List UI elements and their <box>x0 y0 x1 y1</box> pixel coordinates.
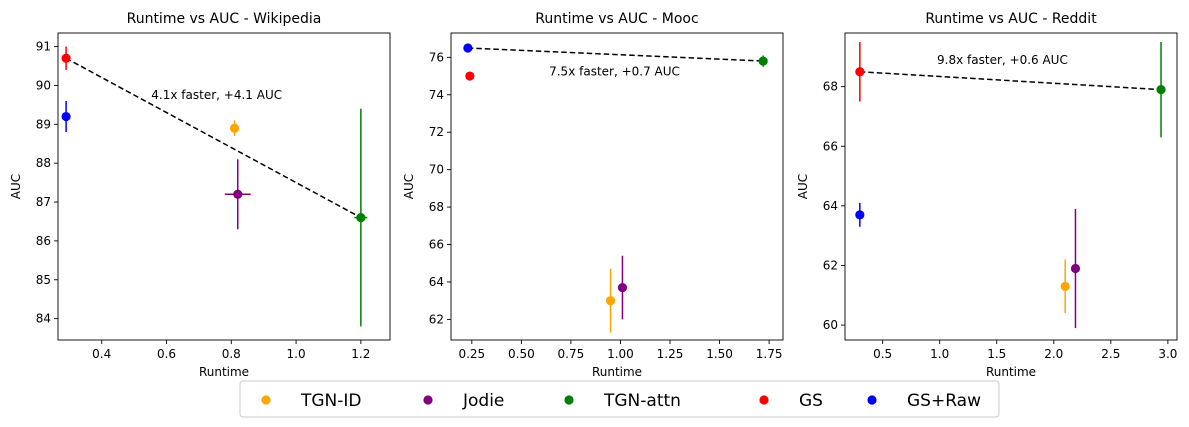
y-tick-label: 62 <box>429 312 444 326</box>
chart-title: Runtime vs AUC - Reddit <box>925 11 1097 27</box>
x-tick-label: 1.00 <box>607 347 634 361</box>
chart-panels: Runtime vs AUC - Wikipedia 0.4 0.6 0.8 1.0 1.… <box>9 11 1178 379</box>
chart-title: Runtime vs AUC - Wikipedia <box>127 11 322 27</box>
y-tick-label: 66 <box>823 139 838 153</box>
x-tick-label: 0.75 <box>558 347 585 361</box>
y-tick-label: 89 <box>36 117 51 131</box>
y-tick-label: 76 <box>429 50 444 64</box>
legend-label-jodie: Jodie <box>462 391 504 411</box>
x-tick-label: 1.75 <box>756 347 783 361</box>
y-tick-label: 62 <box>823 258 838 272</box>
x-tick-label: 1.5 <box>987 347 1006 361</box>
legend-marker-tgn-attn <box>564 395 574 405</box>
x-tick-label: 2.5 <box>1101 347 1120 361</box>
data-point-tgn-attn <box>356 212 366 223</box>
x-axis-label: Runtime <box>199 365 249 379</box>
y-tick-label: 88 <box>36 156 51 170</box>
x-tick-label: 1.0 <box>930 347 949 361</box>
y-tick-label: 72 <box>429 125 444 139</box>
annotation: 9.8x faster, +0.6 AUC <box>937 53 1068 67</box>
x-tick-label: 0.5 <box>873 347 892 361</box>
legend-marker-tgn-id <box>261 395 271 405</box>
y-tick-label: 91 <box>36 40 51 54</box>
data-point-tgn-id <box>1060 281 1070 291</box>
x-tick-label: 2.0 <box>1044 347 1063 361</box>
data-point-gs <box>855 67 865 77</box>
data-point-gs-raw <box>61 111 71 122</box>
annotation: 7.5x faster, +0.7 AUC <box>549 64 680 78</box>
annotation: 4.1x faster, +4.1 AUC <box>151 88 282 102</box>
trend-line <box>65 57 362 219</box>
chart-title: Runtime vs AUC - Mooc <box>535 11 698 27</box>
data-point-tgn-id <box>605 296 616 306</box>
y-axis-label: AUC <box>9 174 23 199</box>
y-axis-label: AUC <box>402 174 416 199</box>
legend-marker-gs-raw <box>867 395 877 405</box>
x-tick-label: 1.50 <box>706 347 733 361</box>
plot-frame <box>844 32 1178 341</box>
plot-frame <box>57 32 391 341</box>
data-point-jodie <box>1070 263 1081 274</box>
y-tick-label: 64 <box>429 275 444 289</box>
data-point-gs <box>465 71 475 81</box>
x-tick-label: 0.25 <box>458 347 485 361</box>
y-tick-label: 74 <box>429 88 444 102</box>
y-tick-label: 64 <box>823 199 838 213</box>
x-tick-label: 0.4 <box>92 347 111 361</box>
trend-line <box>467 47 764 62</box>
y-tick-label: 90 <box>36 78 51 92</box>
y-tick-label: 87 <box>36 195 51 209</box>
legend-label-tgn-id: TGN-ID <box>300 391 362 411</box>
y-tick-label: 86 <box>36 234 51 248</box>
data-point-tgn-attn <box>758 56 768 66</box>
x-tick-label: 1.2 <box>351 347 370 361</box>
data-point-gs-raw <box>463 43 473 53</box>
data-point-tgn-attn <box>1156 85 1166 95</box>
x-tick-label: 1.0 <box>287 347 306 361</box>
x-tick-label: 3.0 <box>1158 347 1177 361</box>
y-tick-label: 68 <box>823 80 838 94</box>
trend-line <box>859 70 1162 91</box>
legend-marker-jodie <box>423 395 433 405</box>
x-tick-label: 0.50 <box>508 347 535 361</box>
x-tick-label: 0.8 <box>222 347 241 361</box>
data-point-gs-raw <box>855 210 865 220</box>
y-axis-label: AUC <box>796 174 810 199</box>
chart-panel-3: Runtime vs AUC - Reddit 0.5 1.0 1.5 2.0 2.5 3.… <box>796 11 1178 379</box>
data-point-tgn-id <box>229 123 240 133</box>
y-tick-label: 66 <box>429 238 444 252</box>
plot-frame <box>450 32 784 341</box>
x-axis-label: Runtime <box>592 365 642 379</box>
chart-panel-1: Runtime vs AUC - Wikipedia 0.4 0.6 0.8 1.0 1.… <box>9 11 391 379</box>
legend-label-gs-raw: GS+Raw <box>907 391 981 411</box>
data-point-jodie <box>617 282 628 293</box>
legend: TGN-ID Jodie TGN-attn GS GS+Raw <box>239 380 1000 418</box>
x-tick-label: 0.6 <box>157 347 176 361</box>
y-tick-label: 70 <box>429 163 444 177</box>
data-point-jodie <box>233 189 243 199</box>
y-tick-label: 85 <box>36 273 51 287</box>
legend-marker-gs <box>759 395 769 405</box>
chart-panel-2: Runtime vs AUC - Mooc 0.25 0.50 0.75 1.00 1.2… <box>402 11 784 379</box>
legend-label-tgn-attn: TGN-attn <box>603 391 681 411</box>
y-tick-label: 84 <box>36 312 51 326</box>
data-point-gs <box>61 53 71 63</box>
x-axis-label: Runtime <box>986 365 1036 379</box>
legend-label-gs: GS <box>799 391 823 411</box>
y-tick-label: 60 <box>823 318 838 332</box>
x-tick-label: 1.25 <box>657 347 684 361</box>
legend-box <box>239 380 1000 418</box>
y-tick-label: 68 <box>429 200 444 214</box>
